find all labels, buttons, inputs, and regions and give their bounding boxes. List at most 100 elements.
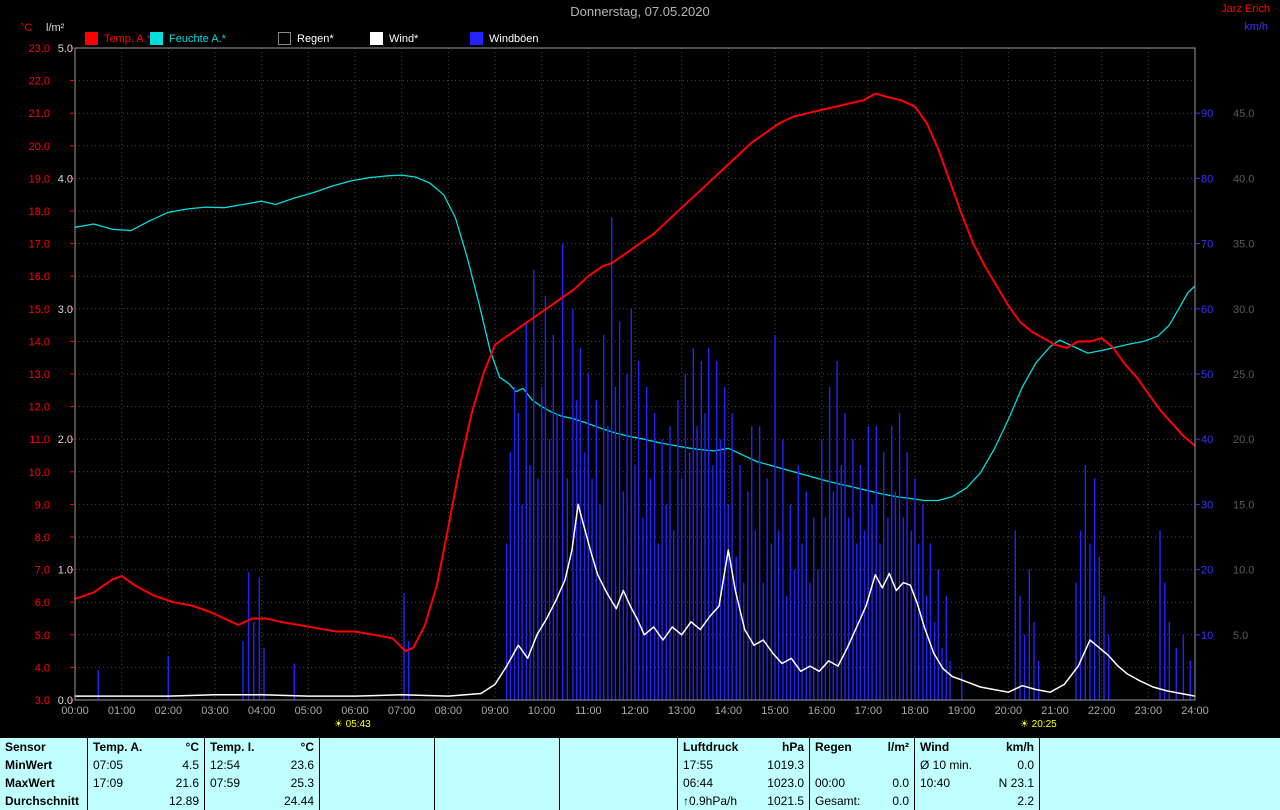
x-axis-label: 10:00 — [528, 705, 556, 717]
x-axis-label: 18:00 — [901, 705, 929, 717]
column-header — [320, 738, 434, 756]
temp-axis-label: 9.0 — [35, 499, 50, 511]
column-header — [1040, 738, 1280, 756]
temp-axis-label: 15.0 — [29, 304, 50, 316]
kmh-axis-label: 30.0 — [1233, 304, 1254, 316]
humidity-axis-label: 90 — [1201, 108, 1213, 120]
rain-axis-label: 2.0 — [58, 434, 73, 446]
row-label: MinWert — [5, 758, 53, 772]
table-cell: Ø 10 min. 0.0 — [920, 758, 1034, 772]
humidity-axis-label: 40 — [1201, 434, 1213, 446]
legend-swatch — [278, 32, 291, 45]
legend-item-feuchte-a-: Feuchte A.* — [150, 32, 226, 45]
plot-border — [74, 47, 1196, 701]
kmh-axis-label: 15.0 — [1233, 499, 1254, 511]
legend-item-wind-: Wind* — [370, 32, 418, 45]
series-feuchte-a — [74, 174, 1196, 502]
column-header: Regen l/m² — [815, 740, 909, 754]
legend-swatch — [85, 32, 98, 45]
table-cell — [320, 792, 434, 810]
x-axis-label: 13:00 — [668, 705, 696, 717]
x-axis-label: 06:00 — [341, 705, 369, 717]
column-header: Temp. A. °C — [93, 740, 199, 754]
table-cell — [435, 774, 559, 792]
table-cell: ↑0.9hPa/h 1021.5 — [683, 794, 804, 808]
table-cell: 00:00 0.0 — [815, 776, 909, 790]
table-cell — [1040, 774, 1280, 792]
temp-axis-label: 19.0 — [29, 173, 50, 185]
table-column: Luftdruck hPa 17:55 1019.3 06:44 1023.0 ↑0.9hP… — [678, 738, 810, 810]
kmh-axis-label: 20.0 — [1233, 434, 1254, 446]
temp-axis-label: 14.0 — [29, 336, 50, 348]
x-axis-label: 04:00 — [248, 705, 276, 717]
legend-swatch — [370, 32, 383, 45]
temp-axis-label: 13.0 — [29, 369, 50, 381]
temp-axis-label: 18.0 — [29, 206, 50, 218]
sunset-icon-and-time: ☀ 20:25 — [1020, 719, 1057, 730]
series-windboeen — [97, 217, 1191, 700]
table-cell — [560, 756, 677, 774]
column-header: Temp. I. °C — [210, 740, 314, 754]
x-axis-label: 16:00 — [808, 705, 836, 717]
column-header — [435, 738, 559, 756]
table-cell — [320, 774, 434, 792]
temp-axis-label: 7.0 — [35, 565, 50, 577]
table-cell — [1040, 756, 1280, 774]
kmh-axis-label: 45.0 — [1233, 108, 1254, 120]
legend: Temp. A.* Feuchte A.* Regen* Wind* Windböen — [0, 32, 1280, 47]
table-cell — [560, 774, 677, 792]
x-axis-label: 21:00 — [1041, 705, 1069, 717]
rain-axis-label: 5.0 — [58, 43, 73, 55]
table-cell — [560, 792, 677, 810]
table-cell: 17:09 21.6 — [93, 776, 199, 790]
series-temp-a — [74, 92, 1196, 653]
table-cell: Gesamt: 0.0 — [815, 794, 909, 808]
legend-label: Regen* — [297, 32, 334, 45]
x-axis-label: 20:00 — [995, 705, 1023, 717]
humidity-axis-label: 50 — [1201, 369, 1213, 381]
table-cell — [320, 756, 434, 774]
table-cell: 24.44 — [283, 794, 314, 808]
x-axis-label: 09:00 — [481, 705, 509, 717]
x-axis-label: 12:00 — [621, 705, 649, 717]
row-label: MaxWert — [5, 776, 55, 790]
stats-table: Sensor MinWert MaxWert Durchschnitt Temp. A.… — [0, 738, 1280, 810]
kmh-axis-label: 40.0 — [1233, 173, 1254, 185]
legend-swatch — [470, 32, 483, 45]
x-axis-label: 05:00 — [295, 705, 323, 717]
x-axis-label: 00:00 — [61, 705, 89, 717]
humidity-axis-label: 80 — [1201, 173, 1213, 185]
legend-label: Wind* — [389, 32, 419, 45]
x-axis-label: 03:00 — [201, 705, 229, 717]
column-header: Luftdruck hPa — [683, 740, 804, 754]
temp-axis-label: 4.0 — [35, 662, 50, 674]
temp-axis-label: 11.0 — [29, 434, 50, 446]
column-header — [560, 738, 677, 756]
table-column — [1040, 738, 1280, 810]
table-cell: 10:40 N 23.1 — [920, 776, 1034, 790]
legend-item-regen-: Regen* — [278, 32, 334, 45]
temp-axis-label: 6.0 — [35, 597, 50, 609]
legend-swatch — [150, 32, 163, 45]
humidity-axis-label: 60 — [1201, 304, 1213, 316]
x-axis-label: 14:00 — [715, 705, 743, 717]
temp-axis-label: 17.0 — [29, 239, 50, 251]
column-header: Wind km/h — [920, 740, 1034, 754]
legend-label: Feuchte A.* — [169, 32, 226, 45]
table-column: Sensor MinWert MaxWert Durchschnitt — [0, 738, 88, 810]
temp-axis-label: 16.0 — [29, 271, 50, 283]
table-column — [560, 738, 678, 810]
table-column: Temp. I. °C 12:54 23.6 07:59 25.3 24.44 — [205, 738, 320, 810]
rain-axis-label: 4.0 — [58, 173, 73, 185]
temp-axis-label: 12.0 — [29, 402, 50, 414]
table-column — [435, 738, 560, 810]
legend-label: Windböen — [489, 32, 539, 45]
table-cell: 06:44 1023.0 — [683, 776, 804, 790]
kmh-axis-label: 25.0 — [1233, 369, 1254, 381]
x-axis-label: 11:00 — [575, 705, 602, 717]
x-axis-label: 19:00 — [948, 705, 976, 717]
series-wind — [74, 503, 1196, 697]
table-cell — [1040, 792, 1280, 810]
humidity-axis-label: 10 — [1201, 630, 1213, 642]
